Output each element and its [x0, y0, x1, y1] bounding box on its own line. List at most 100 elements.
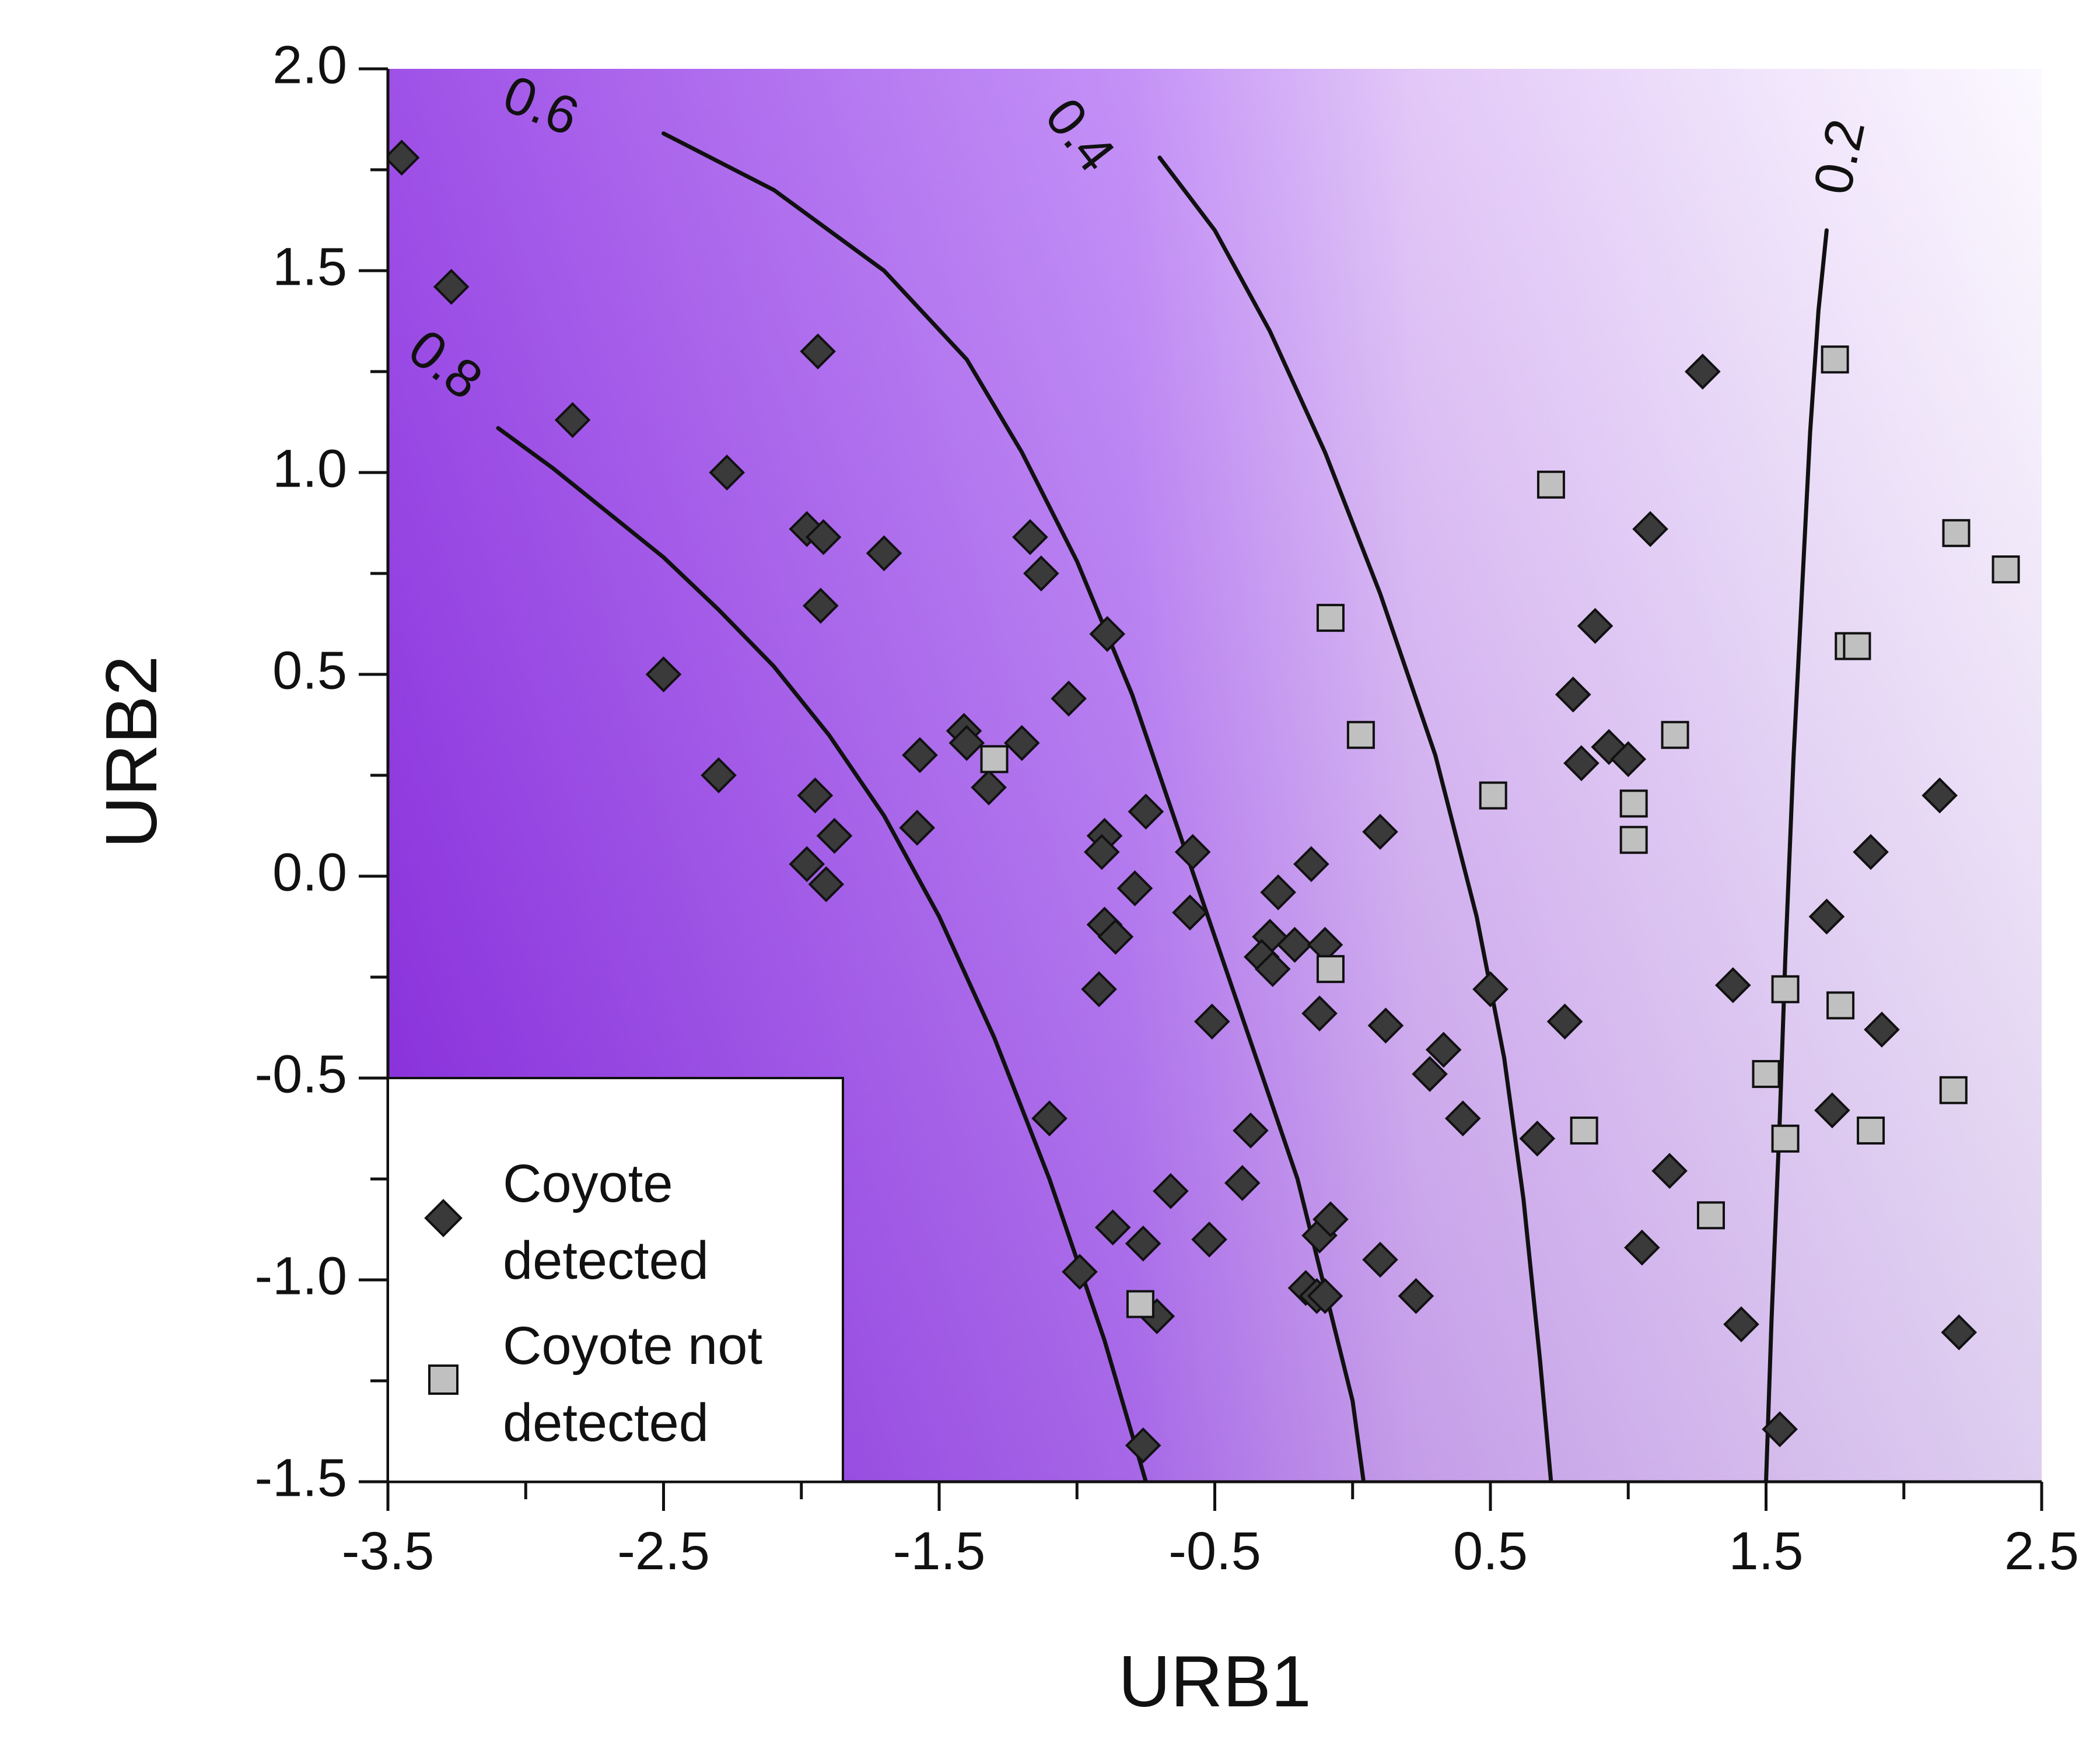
point-detected [1651, 1153, 1688, 1189]
point-detected [1472, 971, 1508, 1007]
point-detected [1062, 1254, 1098, 1290]
point-detected [1412, 1056, 1448, 1092]
point-detected [1941, 1314, 1978, 1350]
point-detected [1814, 1092, 1850, 1129]
point-detected [433, 268, 470, 305]
x-tick-label: -0.5 [1168, 1521, 1261, 1581]
legend-box [387, 1077, 844, 1483]
point-detected [1003, 725, 1040, 761]
legend-item-not-detected: Coyote not detected [428, 1316, 762, 1453]
point-detected [1624, 1229, 1660, 1266]
legend: Coyote detected Coyote not detected [387, 1077, 844, 1483]
point-detected [554, 402, 591, 438]
legend-label-not-detected-line2: detected [503, 1393, 709, 1453]
point-not-detected [1857, 1116, 1885, 1145]
point-detected [1444, 1100, 1481, 1137]
point-not-detected [1826, 991, 1855, 1020]
point-detected [1128, 793, 1164, 830]
point-not-detected [1661, 720, 1689, 749]
point-detected [808, 866, 845, 902]
diamond-marker-icon [424, 1199, 463, 1237]
point-not-detected [1939, 1076, 1968, 1104]
point-detected [816, 817, 853, 854]
point-detected [902, 737, 938, 774]
point-detected [800, 333, 836, 370]
y-tick-label: 1.5 [272, 237, 347, 296]
point-detected [1563, 745, 1600, 782]
point-detected [1362, 814, 1398, 850]
point-detected [1125, 1427, 1161, 1464]
point-detected [1031, 1100, 1068, 1137]
point-not-detected [1316, 955, 1345, 984]
point-detected [1153, 1173, 1189, 1209]
point-detected [1301, 995, 1338, 1032]
point-not-detected [1752, 1060, 1780, 1089]
axes: -3.5 -2.5 -1.5 -0.5 0.5 1.5 2.5 -1.5 -1.0 -0.5 0.0… [254, 35, 2078, 1581]
point-not-detected [1697, 1201, 1725, 1230]
legend-label-detected-line1: Coyote [503, 1154, 673, 1213]
x-tick-label: -3.5 [342, 1521, 435, 1581]
point-detected [1172, 894, 1208, 931]
point-detected [1714, 967, 1751, 1003]
point-not-detected [1771, 1124, 1800, 1153]
point-detected [1081, 971, 1117, 1007]
point-detected [1723, 1306, 1759, 1342]
point-detected [1808, 898, 1845, 935]
legend-item-detected: Coyote detected [424, 1154, 709, 1290]
point-detected [1577, 608, 1614, 644]
point-detected [1012, 519, 1048, 555]
point-not-detected [980, 745, 1009, 774]
point-not-detected [1843, 632, 1871, 660]
point-detected [1307, 1278, 1343, 1314]
point-detected [1174, 834, 1211, 870]
point-detected [1293, 846, 1329, 883]
y-tick-label: 0.0 [272, 842, 347, 902]
point-detected [1233, 1112, 1269, 1149]
point-detected [1097, 918, 1134, 955]
y-tick-label: -0.5 [254, 1044, 347, 1104]
point-detected [1684, 354, 1721, 390]
point-detected [1555, 676, 1591, 713]
x-tick-label: 1.5 [1729, 1521, 1804, 1581]
point-detected [789, 846, 825, 883]
point-detected [1083, 834, 1120, 870]
point-detected [1398, 1278, 1434, 1314]
point-not-detected [1316, 604, 1345, 632]
point-detected [1853, 834, 1889, 870]
point-detected [1762, 1411, 1798, 1447]
point-detected [1632, 511, 1668, 547]
point-detected [866, 535, 902, 572]
x-tick-label: 0.5 [1453, 1521, 1528, 1581]
point-detected [709, 454, 746, 491]
point-detected [388, 139, 420, 176]
point-not-detected [1126, 1290, 1154, 1318]
point-detected [1254, 951, 1291, 987]
point-detected [1094, 1209, 1131, 1245]
point-detected [1089, 615, 1126, 652]
y-tick-label: 2.0 [272, 35, 347, 95]
x-tick-label: -1.5 [893, 1521, 986, 1581]
legend-label-detected-line2: detected [503, 1231, 709, 1290]
point-detected [802, 587, 839, 624]
point-not-detected [1619, 789, 1648, 818]
point-detected [1312, 1201, 1349, 1238]
point-not-detected [1536, 470, 1565, 499]
point-not-detected [1479, 781, 1507, 810]
point-detected [1362, 1241, 1398, 1278]
y-tick-label: -1.5 [254, 1448, 347, 1507]
x-tick-label: 2.5 [2004, 1521, 2079, 1581]
point-detected [1425, 1031, 1462, 1068]
point-detected [701, 757, 737, 793]
contour-line-0.2 [1764, 228, 1829, 1482]
point-not-detected [1570, 1116, 1598, 1145]
point-detected [645, 656, 682, 692]
point-detected [1194, 1003, 1230, 1040]
point-detected [1546, 1003, 1583, 1040]
point-detected [1276, 926, 1313, 963]
point-not-detected [1619, 825, 1648, 854]
point-detected [797, 777, 834, 814]
point-not-detected [1992, 555, 2020, 584]
point-detected [1610, 741, 1647, 778]
contour-lines [496, 131, 1829, 1482]
